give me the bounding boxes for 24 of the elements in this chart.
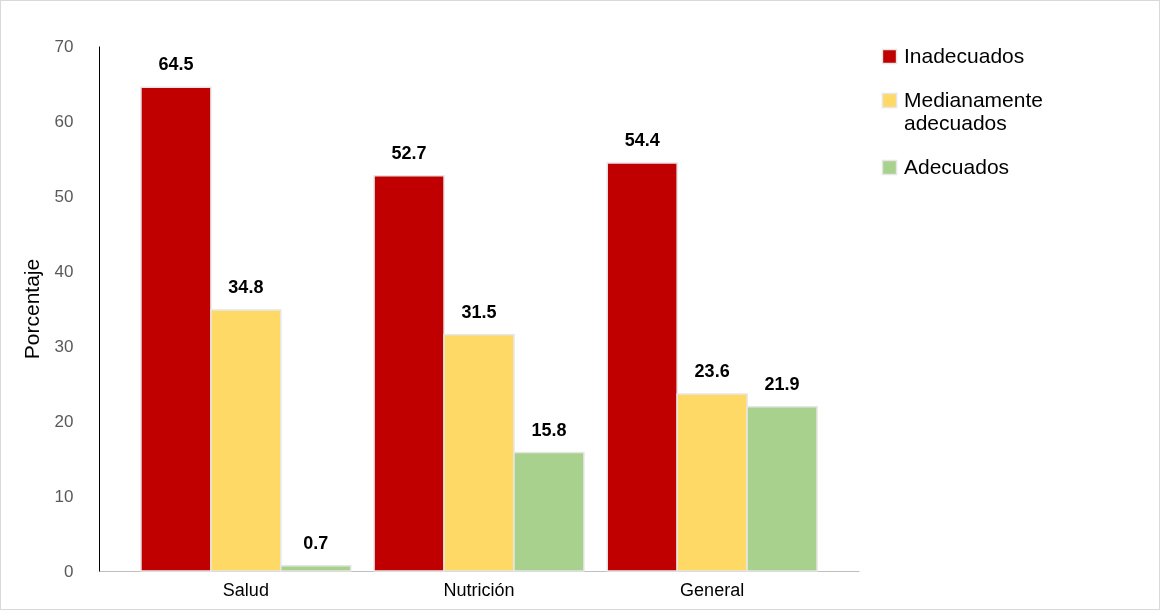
- data-label: 31.5: [461, 301, 497, 322]
- legend-label: Adecuados: [904, 154, 1010, 178]
- y-tick-label: 60: [54, 111, 74, 131]
- x-tick-label: General: [680, 579, 745, 600]
- data-label: 64.5: [158, 54, 194, 75]
- data-label: 34.8: [228, 277, 264, 297]
- y-tick-label: 10: [54, 486, 74, 506]
- data-label: 15.8: [531, 419, 567, 440]
- data-label: 54.4: [624, 130, 660, 150]
- x-tick-label: Salud: [222, 579, 269, 600]
- y-tick-label: 20: [54, 411, 74, 431]
- y-axis-title: Porcentaje: [19, 258, 43, 360]
- data-label: 23.6: [694, 361, 730, 381]
- legend-label: Inadecuados: [904, 43, 1025, 67]
- data-label: 21.9: [764, 373, 800, 394]
- y-tick-label: 30: [54, 336, 74, 356]
- x-tick-label: Nutrición: [443, 579, 515, 600]
- data-label: 52.7: [391, 142, 427, 163]
- y-tick-label: 50: [54, 186, 74, 206]
- y-tick-label: 70: [54, 36, 74, 56]
- data-label: 0.7: [303, 532, 329, 553]
- y-tick-label: 0: [64, 561, 74, 581]
- y-tick-label: 40: [54, 261, 74, 281]
- legend-label: Medianamente adecuados: [904, 87, 1043, 134]
